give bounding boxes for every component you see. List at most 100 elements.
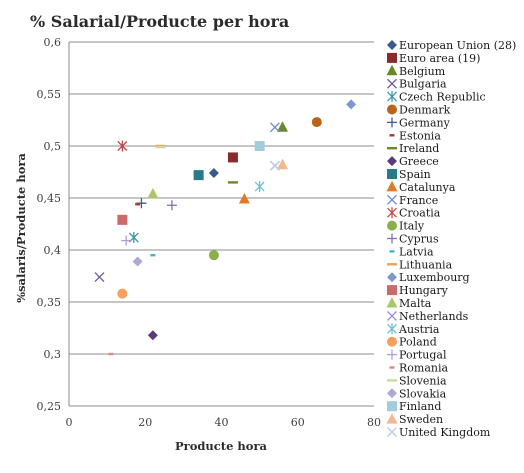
legend-label: Finland [399,400,441,413]
data-point [277,121,288,132]
legend-label: Poland [399,336,437,349]
y-tick-label: 0,3 [44,348,62,361]
legend-label: Catalunya [399,181,456,194]
legend-marker [387,169,397,179]
data-point [193,170,204,181]
legend-label: Hungary [399,284,449,297]
legend-marker [387,78,397,89]
data-point [269,160,280,171]
legend-label: Bulgaria [399,78,447,91]
x-tick-label: 20 [138,416,152,429]
data-point [108,352,114,356]
legend-marker [386,64,398,76]
legend-marker [387,117,397,128]
data-point [208,250,219,261]
data-point [150,254,156,257]
data-point [311,117,322,128]
data-point [254,141,265,151]
legend-marker [387,52,397,63]
x-tick-label: 60 [291,416,305,429]
legend-label: Portugal [399,349,447,362]
legend-marker [387,427,397,437]
legend-label: Germany [399,116,451,129]
data-point [208,168,219,179]
legend-marker [387,233,397,244]
legend-label: Estonia [399,129,441,142]
data-point [132,256,143,267]
y-tick-label: 0,35 [37,296,62,309]
legend-label: Italy [399,220,425,233]
grid-lines [69,41,374,355]
legend-label: Lithuania [399,258,453,271]
legend-label: Latvia [399,245,434,258]
legend-label: Spain [399,168,431,181]
legend-label: Slovakia [399,387,447,400]
data-point [121,235,132,246]
x-axis-title: Producte hora [175,439,268,453]
legend-marker [387,40,397,50]
legend-marker [389,250,395,253]
y-tick-labels: 0,25 0,3 0,35 0,4 0,45 0,5 0,55 0,6 [37,36,62,413]
data-point [128,232,139,244]
x-tick-label: 80 [367,416,381,429]
legend-label: Denmark [399,104,451,117]
data-point [117,140,128,152]
legend-marker [387,388,397,399]
legend-label: Greece [399,155,439,168]
data-point [166,200,177,211]
data-point [117,288,128,299]
legend-label: Slovenia [399,374,447,387]
data-point [238,193,250,204]
legend-label: Malta [399,297,432,310]
y-tick-label: 0,45 [37,192,62,205]
legend-label: Luxembourg [399,271,470,284]
data-point [254,181,265,193]
legend-label: European Union (28) [399,39,516,52]
legend-marker [386,297,398,308]
legend-marker [389,366,395,369]
legend-label: Austria [398,323,440,336]
legend-label: France [399,194,438,207]
x-tick-label: 0 [66,416,73,429]
legend-label: Sweden [399,413,443,426]
legend-label: Romania [399,362,448,375]
legend-marker [387,156,397,167]
legend-marker [387,147,397,150]
legend-label: Ireland [399,142,439,155]
legend-marker [389,134,395,137]
data-point [227,152,238,163]
legend-marker [386,413,398,424]
data-point [269,122,280,133]
legend-marker [386,180,398,192]
legend-label: Czech Republic [399,91,486,104]
legend-marker [387,207,397,219]
chart-title: % Salarial/Producte per hora [30,12,289,31]
data-point [346,99,357,110]
legend-marker [387,91,397,103]
legend-label: Netherlands [399,310,469,323]
legend-marker [387,336,397,347]
y-tick-label: 0,6 [44,36,62,49]
data-point [277,158,288,170]
legend-marker [387,349,397,360]
data-point [94,272,105,282]
legend-marker [387,194,397,205]
legend-label: Euro area (19) [399,52,480,65]
y-axis-title: %salaris/Producte hora [14,153,28,303]
x-tick-labels: 0 20 40 60 80 [66,416,382,429]
legend-marker [387,401,397,412]
legend-marker [387,104,397,115]
legend-marker [387,220,397,231]
data-point [147,330,158,341]
data-point [135,203,141,206]
data-point [227,181,238,184]
y-tick-label: 0,5 [44,140,62,153]
x-tick-label: 40 [215,416,229,429]
legend-marker [387,323,397,335]
y-tick-label: 0,4 [44,244,62,257]
legend-marker [387,272,397,283]
legend-label: United Kingdom [399,426,491,439]
data-points [94,99,357,356]
